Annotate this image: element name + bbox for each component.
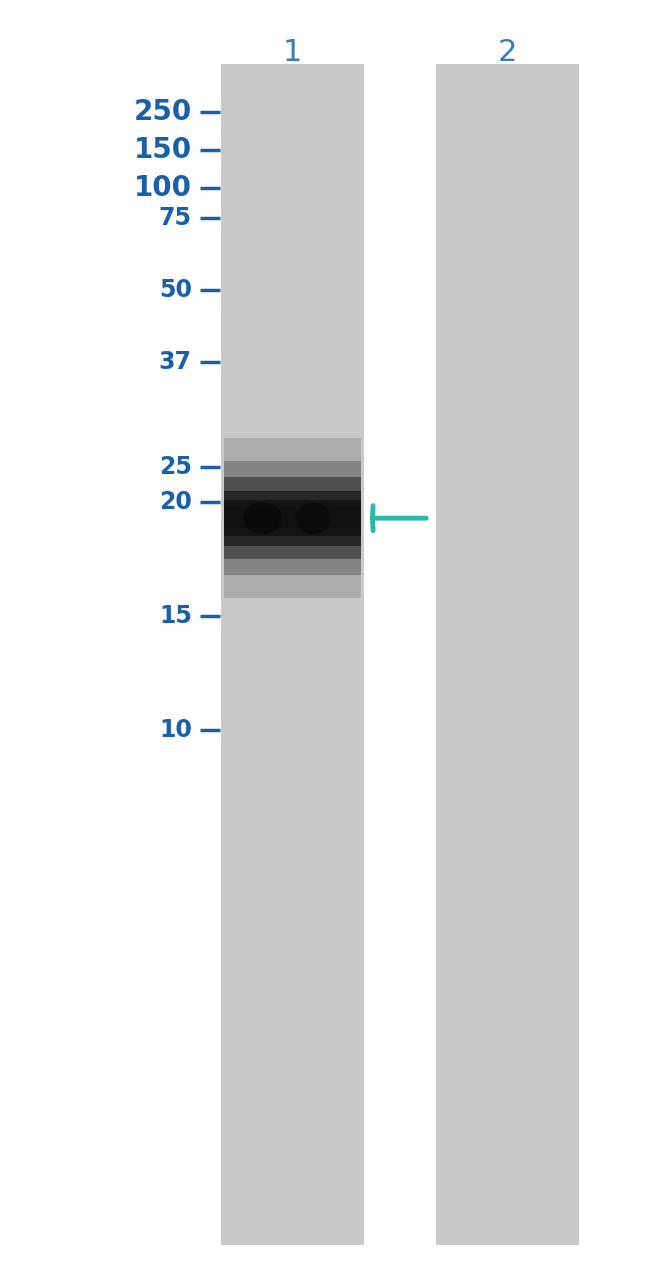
Bar [224,478,361,559]
Bar [221,64,364,1245]
Bar [224,490,361,546]
Ellipse shape [295,502,331,533]
Text: 150: 150 [134,136,192,164]
Bar [224,507,361,530]
Text: 50: 50 [159,278,192,301]
Text: 10: 10 [159,719,192,742]
Text: 2: 2 [497,38,517,67]
Text: 100: 100 [134,174,192,202]
Text: 37: 37 [159,351,192,373]
Text: 25: 25 [159,456,192,479]
Text: 20: 20 [159,490,192,513]
Bar [224,461,361,575]
Bar [224,500,361,536]
Text: 15: 15 [159,605,192,627]
Text: 75: 75 [159,207,192,230]
Bar [436,64,578,1245]
Bar [224,438,361,598]
Text: 1: 1 [283,38,302,67]
Text: 250: 250 [133,98,192,126]
Ellipse shape [243,502,282,533]
